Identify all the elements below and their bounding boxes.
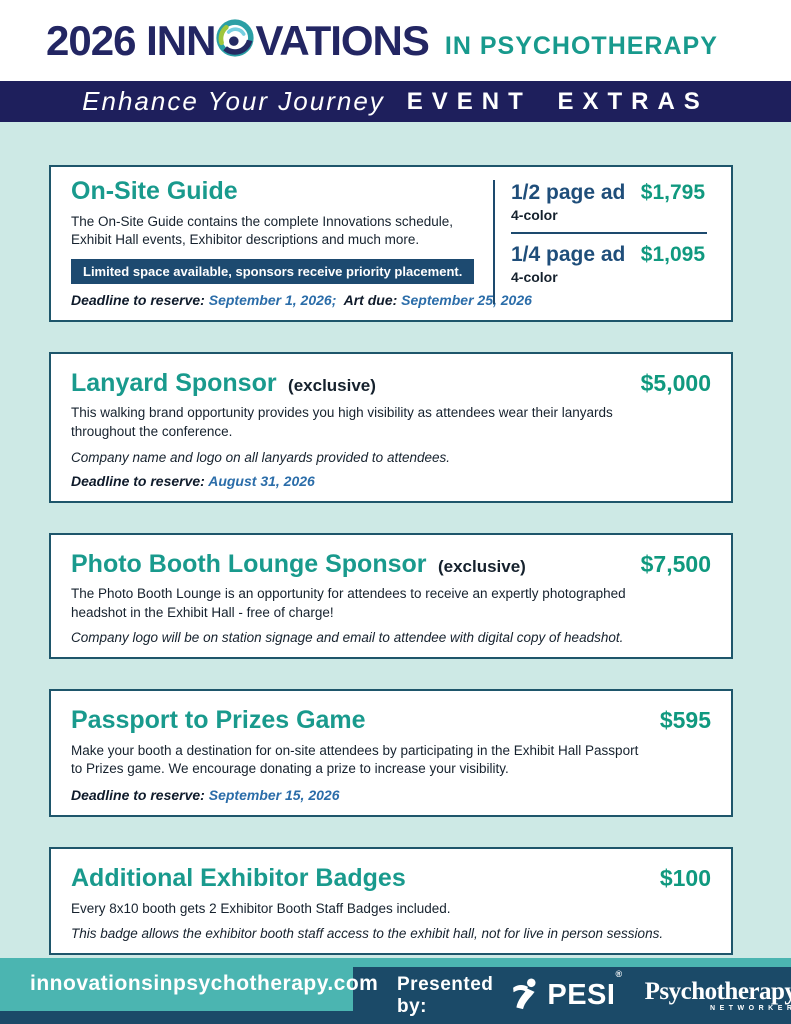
- deadline-line: Deadline to reserve: August 31, 2026: [71, 473, 711, 489]
- innovations-logo: 2026 INN VATIONS: [46, 16, 430, 64]
- card-title: Lanyard Sponsor: [71, 368, 277, 397]
- price: $100: [659, 865, 711, 891]
- ad-price: $1,795: [640, 181, 705, 204]
- swirl-o-icon: [216, 19, 255, 64]
- banner-bold-text: EVENT EXTRAS: [406, 87, 709, 115]
- italic-note: This badge allows the exhibitor booth st…: [71, 926, 664, 942]
- card-body: Every 8x10 booth gets 2 Exhibitor Booth …: [71, 900, 451, 916]
- limited-space-badge: Limited space available, sponsors receiv…: [71, 258, 475, 284]
- logo-brand-post: VATIONS: [255, 16, 429, 64]
- card-passport-to-prizes: Passport to Prizes Game $595 Make your b…: [49, 689, 733, 817]
- card-body: The Photo Booth Lounge is an opportunity…: [71, 586, 626, 620]
- price: $595: [659, 707, 711, 734]
- card-body: The On-Site Guide contains the complete …: [71, 213, 453, 248]
- logo-subtitle: IN PSYCHOTHERAPY: [444, 32, 718, 60]
- card-title: On-Site Guide: [71, 177, 238, 205]
- price: $5,000: [640, 369, 711, 396]
- psychotherapy-networker-logo: Psychotherapy NETWORKER: [645, 979, 791, 1012]
- deadline-date: August 31, 2026: [208, 472, 315, 489]
- card-title: Additional Exhibitor Badges: [71, 864, 406, 892]
- on-site-guide-details: On-Site Guide The On-Site Guide contains…: [71, 177, 532, 308]
- card-title: Passport to Prizes Game: [71, 706, 366, 735]
- ad-spec: 4-color: [511, 269, 558, 285]
- deadline-line: Deadline to reserve: September 1, 2026; …: [71, 291, 532, 308]
- card-body: This walking brand opportunity provides …: [71, 405, 613, 439]
- networker-title: Psychotherapy: [644, 978, 791, 1005]
- ad-option-quarter-page: 1/4 page ad 4-color $1,095: [511, 242, 707, 294]
- pesi-person-icon: [509, 977, 542, 1015]
- art-due-date: September 25, 2026: [401, 291, 532, 308]
- ad-price: $1,095: [640, 243, 705, 266]
- card-lanyard-sponsor: Lanyard Sponsor (exclusive) $5,000 This …: [49, 351, 733, 503]
- exclusive-tag: (exclusive): [288, 375, 376, 395]
- footer: Presented by: PESI® Psychotherapy NETWOR…: [0, 958, 791, 1024]
- registered-mark: ®: [615, 969, 623, 979]
- ad-spec: 4-color: [511, 207, 558, 223]
- deadline-label: Deadline to reserve:: [71, 787, 209, 803]
- ad-pricing-column: 1/2 page ad 4-color $1,795 1/4 page ad 4…: [493, 180, 707, 304]
- logo-year: 2026: [46, 16, 136, 64]
- card-title: Photo Booth Lounge Sponsor: [71, 549, 427, 578]
- ad-name: 1/2 page ad: [511, 181, 626, 204]
- deadline-line: Deadline to reserve: September 15, 2026: [71, 787, 711, 803]
- italic-note: Company logo will be on station signage …: [71, 630, 624, 646]
- deadline-date: September 1, 2026;: [208, 291, 337, 308]
- presented-by-label: Presented by:: [397, 973, 494, 1017]
- card-additional-badges: Additional Exhibitor Badges $100 Every 8…: [49, 847, 733, 956]
- art-due-label: Art due:: [336, 291, 402, 308]
- card-body: Make your booth a destination for on-sit…: [71, 742, 639, 777]
- deadline-label: Deadline to reserve:: [71, 291, 209, 308]
- ad-name: 1/4 page ad: [511, 243, 626, 266]
- logo-brand-pre: INN: [146, 16, 216, 64]
- price: $7,500: [640, 550, 711, 577]
- deadline-date: September 15, 2026: [208, 787, 340, 803]
- header: 2026 INN VATIONS IN PSYCHOTHERAPY: [0, 0, 791, 81]
- banner-script-text: Enhance Your Journey: [82, 86, 385, 116]
- ad-option-half-page: 1/2 page ad 4-color $1,795: [511, 180, 707, 234]
- card-photo-booth-lounge: Photo Booth Lounge Sponsor (exclusive) $…: [49, 532, 733, 660]
- event-extras-banner: Enhance Your Journey EVENT EXTRAS: [0, 81, 791, 122]
- pesi-wordmark: PESI®: [547, 969, 623, 1011]
- deadline-label: Deadline to reserve:: [71, 472, 209, 489]
- footer-presented-by-block: Presented by: PESI® Psychotherapy NETWOR…: [353, 967, 791, 1024]
- website-link[interactable]: innovationsinpsychotherapy.com: [30, 972, 379, 995]
- networker-subtitle: NETWORKER: [710, 1005, 791, 1012]
- exclusive-tag: (exclusive): [437, 556, 526, 576]
- main-content: On-Site Guide The On-Site Guide contains…: [0, 122, 791, 959]
- italic-note: Company name and logo on all lanyards pr…: [71, 449, 450, 465]
- pesi-logo: PESI®: [509, 969, 623, 1015]
- card-on-site-guide: On-Site Guide The On-Site Guide contains…: [49, 165, 733, 322]
